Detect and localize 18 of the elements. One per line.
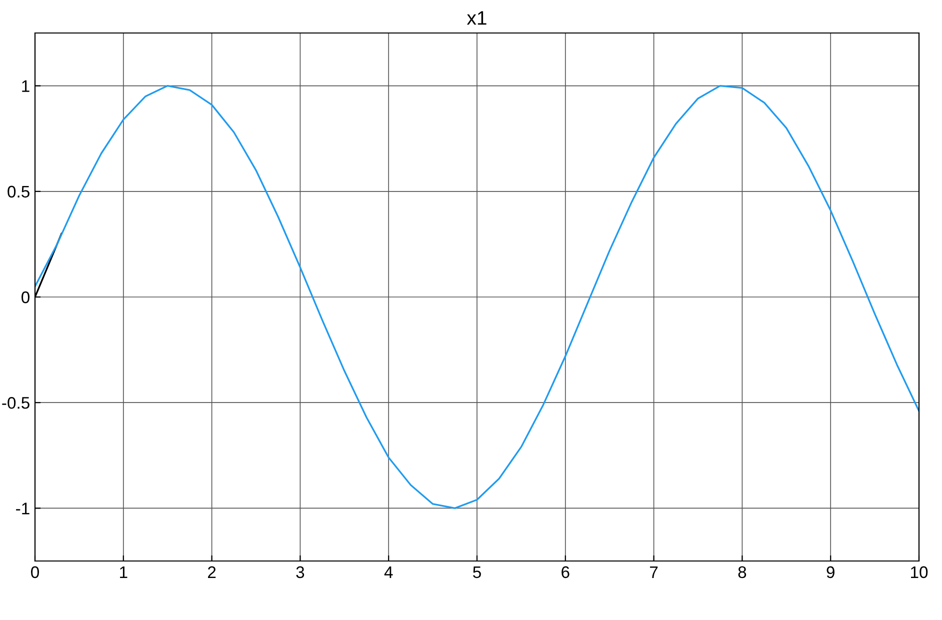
x-tick-label: 1 xyxy=(120,566,128,578)
x-tick-label: 9 xyxy=(826,566,834,578)
y-tick-label: 1 xyxy=(22,80,30,92)
y-tick-label: 0.5 xyxy=(8,186,30,198)
y-tick-label: -0.5 xyxy=(2,397,30,409)
x-tick-label: 7 xyxy=(650,566,658,578)
y-tick-label: -1 xyxy=(16,502,30,514)
x-tick-label: 2 xyxy=(208,566,216,578)
x-tick-label: 5 xyxy=(473,566,481,578)
x-tick-label: 8 xyxy=(738,566,746,578)
line-series xyxy=(35,84,919,510)
chart-title: x1 xyxy=(466,11,486,25)
x-tick-label: 6 xyxy=(562,566,570,578)
x-tick-label: 10 xyxy=(911,566,928,578)
x-tick-label: 4 xyxy=(384,566,393,578)
y-tick-label: 0 xyxy=(22,291,30,304)
x-tick-label: 3 xyxy=(296,566,304,578)
x-tick-label: 0 xyxy=(31,566,39,578)
